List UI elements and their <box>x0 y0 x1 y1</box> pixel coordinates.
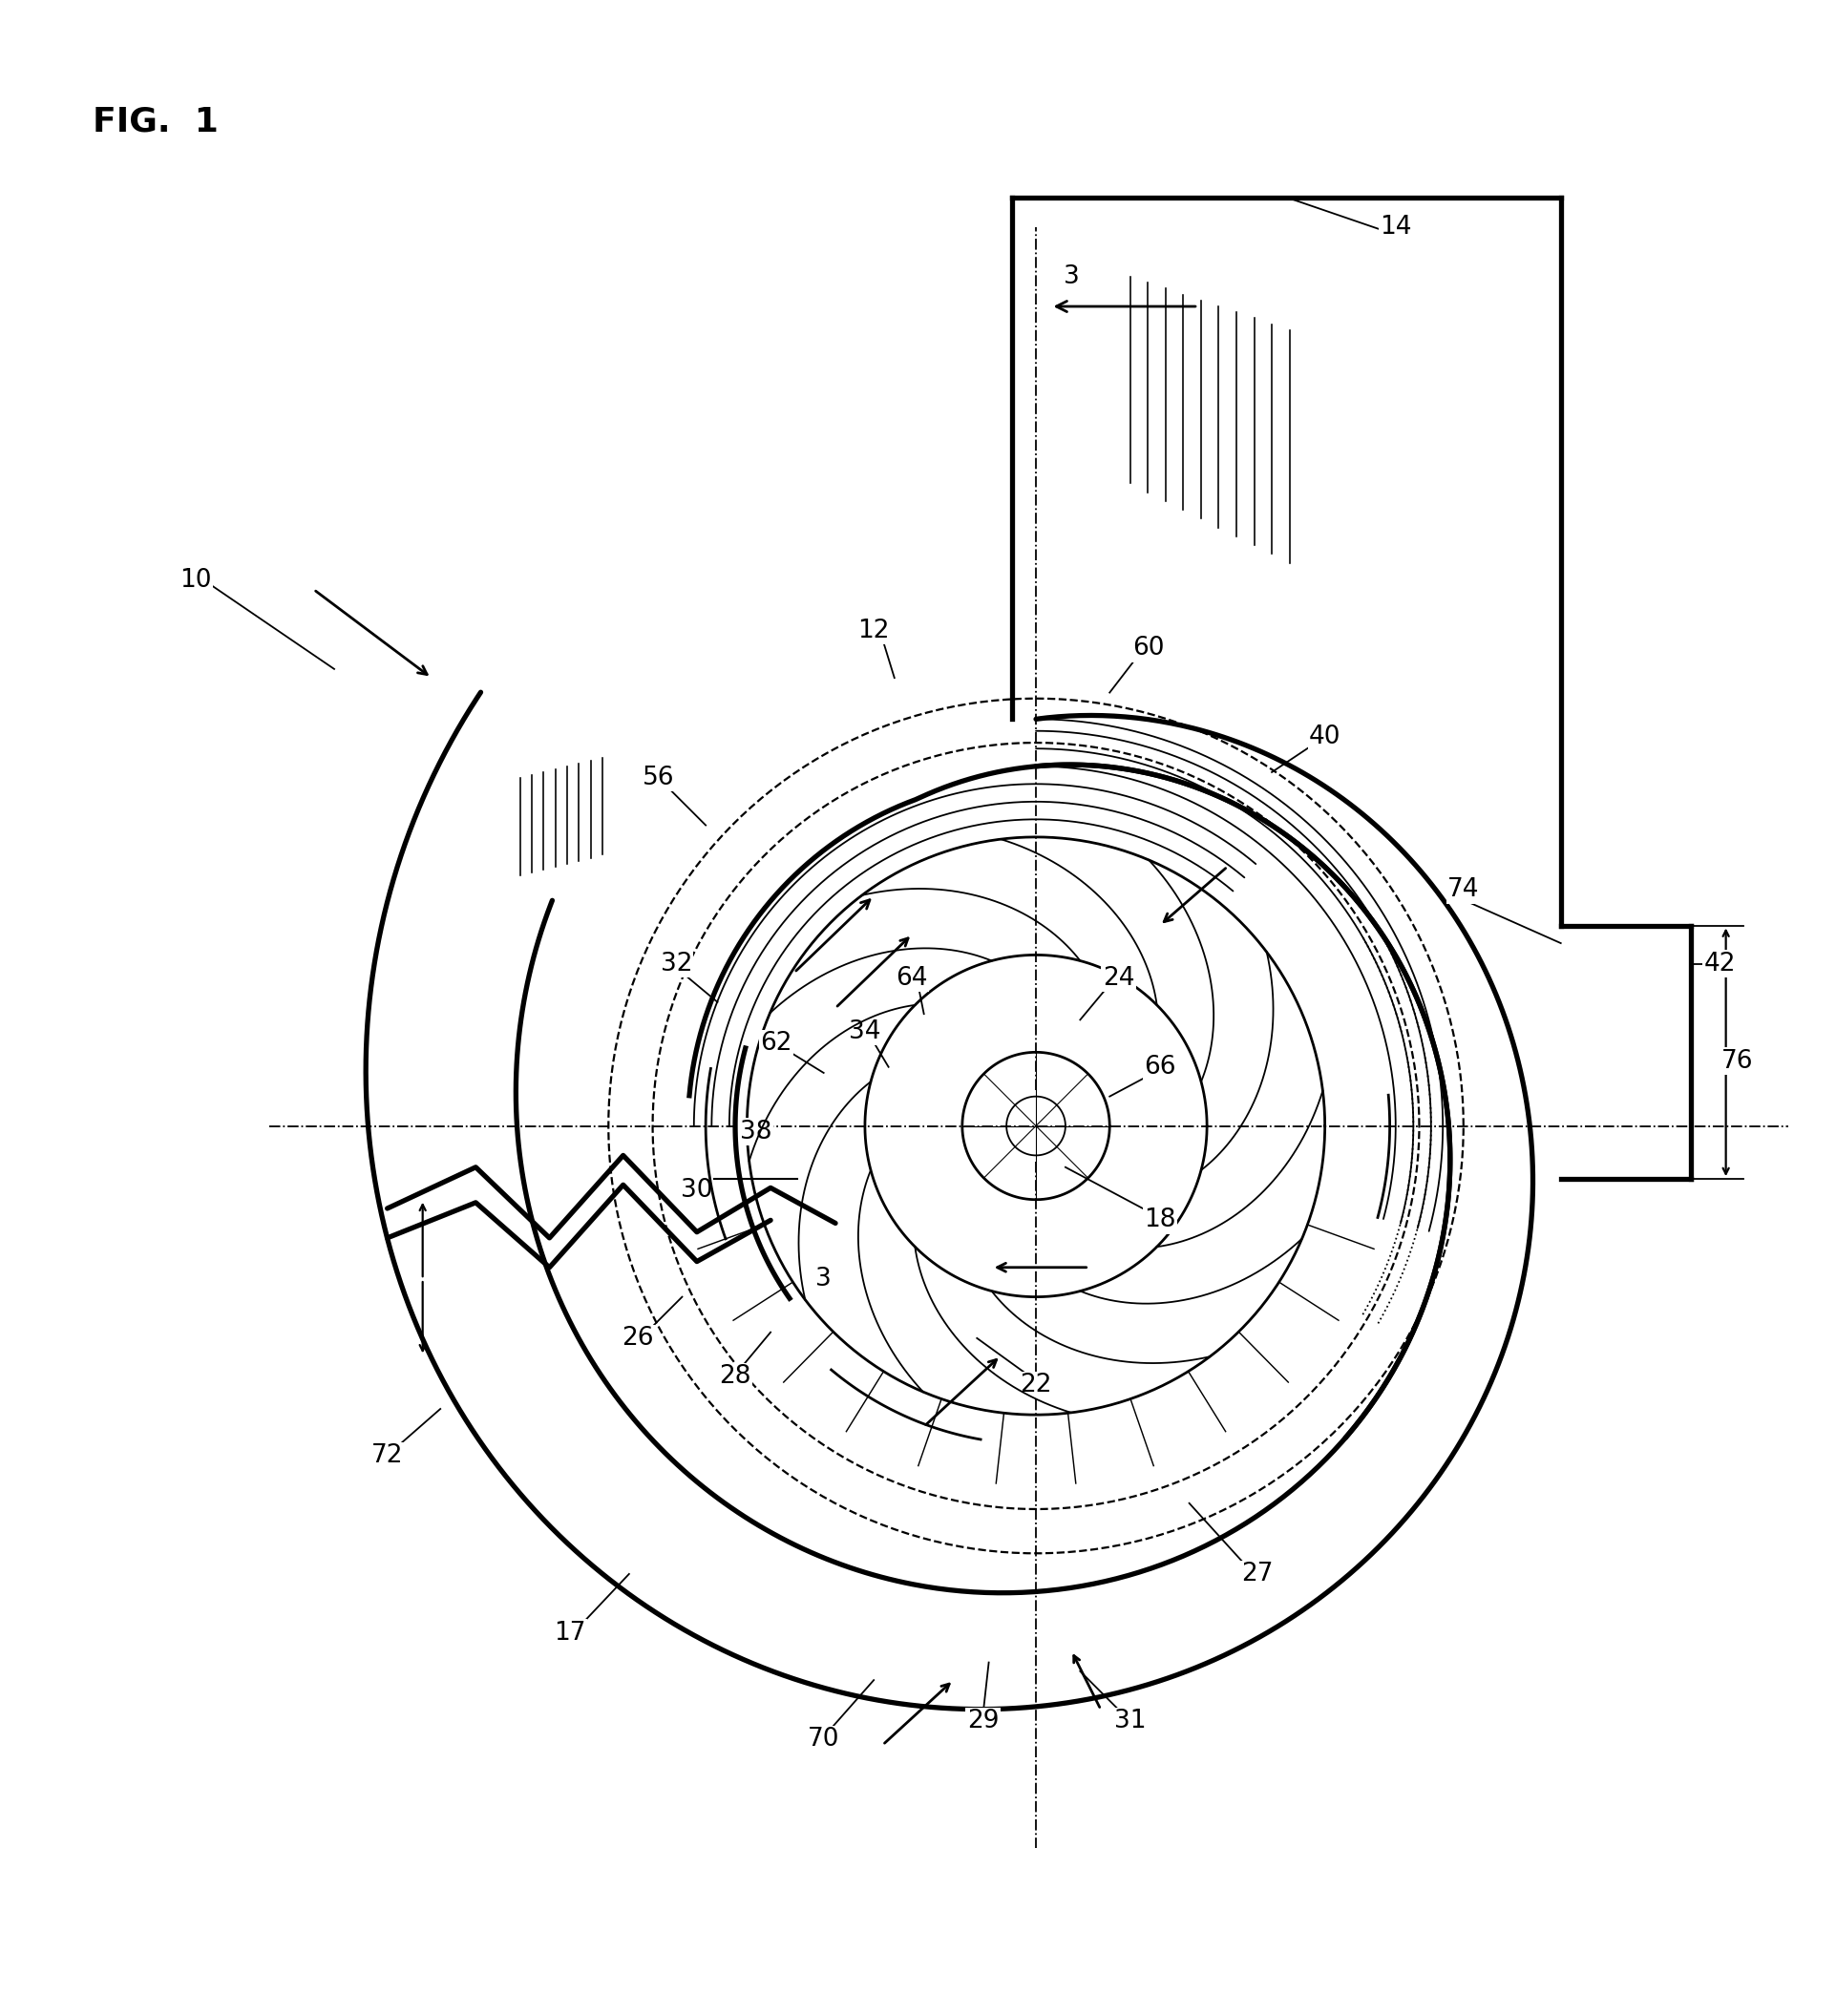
Text: 10: 10 <box>180 569 211 593</box>
Text: 42: 42 <box>1704 952 1737 976</box>
Text: 76: 76 <box>1722 1048 1753 1073</box>
Text: 3: 3 <box>1063 264 1080 290</box>
Text: 17: 17 <box>554 1621 586 1645</box>
Text: 18: 18 <box>1144 1208 1175 1232</box>
Text: 64: 64 <box>896 966 927 992</box>
Text: 28: 28 <box>720 1365 751 1389</box>
Text: 40: 40 <box>1309 724 1340 750</box>
Text: 32: 32 <box>661 952 692 976</box>
Text: 70: 70 <box>808 1726 839 1752</box>
Text: 60: 60 <box>1133 635 1164 661</box>
Text: 38: 38 <box>740 1119 771 1145</box>
Text: FIG.  1: FIG. 1 <box>92 107 218 139</box>
Text: 74: 74 <box>1447 877 1480 903</box>
Text: 30: 30 <box>681 1179 712 1204</box>
Text: 12: 12 <box>857 619 890 643</box>
Text: 56: 56 <box>643 766 674 790</box>
Text: 66: 66 <box>1144 1054 1175 1079</box>
Text: 62: 62 <box>760 1030 793 1056</box>
Text: 29: 29 <box>968 1710 999 1734</box>
Text: 14: 14 <box>1379 214 1412 240</box>
Text: 26: 26 <box>622 1327 654 1351</box>
Text: 22: 22 <box>1021 1373 1052 1397</box>
Text: 72: 72 <box>371 1443 404 1468</box>
Text: 27: 27 <box>1241 1562 1272 1587</box>
Text: 3: 3 <box>815 1266 832 1292</box>
Text: 31: 31 <box>1114 1710 1146 1734</box>
Text: 24: 24 <box>1102 966 1135 992</box>
Text: 34: 34 <box>848 1020 881 1044</box>
